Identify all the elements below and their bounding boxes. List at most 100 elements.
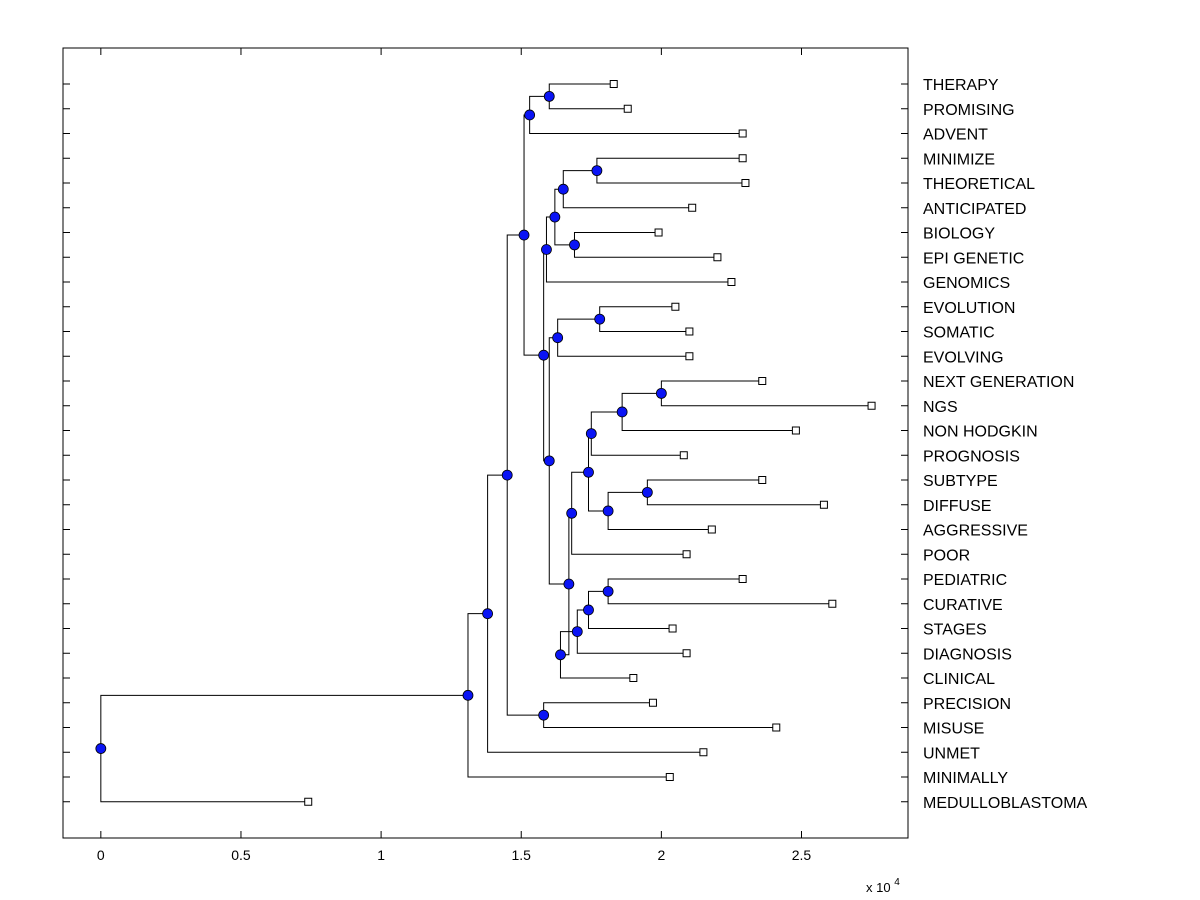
leaf-marker-subtype	[758, 476, 767, 484]
leaf-marker-misuse	[772, 723, 781, 732]
link-n-evolving-to-evolving	[557, 337, 690, 357]
link-n-anticipated-to-n-minimize-theoretical	[562, 170, 597, 190]
leaf-label-diagnosis: DIAGNOSIS	[923, 646, 1012, 663]
link-n-unmet-to-unmet	[487, 613, 704, 753]
link-n-prognosis-to-prognosis	[590, 433, 684, 456]
merge-node-n-advent	[524, 109, 536, 121]
leaf-marker-unmet	[699, 748, 708, 757]
leaf-marker-curative	[828, 599, 837, 608]
leaf-marker-evolving	[685, 352, 694, 361]
merge-node-n-subtype-diffuse	[641, 486, 653, 498]
merge-node-n-nextgen-ngs	[655, 387, 667, 399]
x-axis-multiplier-base: x 10	[866, 880, 891, 895]
link-n-poor-to-poor	[571, 513, 687, 555]
merge-node-n-minimally	[462, 689, 474, 701]
leaf-marker-ngs	[867, 401, 876, 410]
leaf-label-evolving: EVOLVING	[923, 349, 1004, 366]
leaf-marker-minimize	[738, 154, 747, 163]
leaf-marker-therapy	[609, 80, 618, 88]
leaf-marker-prognosis	[679, 451, 688, 460]
leaf-label-promising: PROMISING	[923, 102, 1015, 119]
y-axis-ticks	[63, 83, 908, 803]
merge-node-n-upper	[518, 229, 530, 241]
x-tick-label-5: 2.5	[792, 847, 812, 863]
link-n-root-to-medulloblastoma	[100, 748, 309, 803]
link-n-nonhodgkin-to-n-nextgen-ngs	[621, 392, 662, 412]
x-tick-label-3: 1.5	[511, 847, 531, 863]
leaf-label-unmet: UNMET	[923, 745, 980, 762]
x-axis-multiplier-exponent: 4	[894, 877, 900, 888]
merge-node-n-prognosis	[585, 428, 597, 439]
x-axis-ticks: 0 0.5 1 1.5 2 2.5	[97, 48, 812, 863]
leaf-marker-minimally	[665, 773, 674, 781]
link-n-evolving-clinical-to-n-clinical-group	[548, 460, 569, 585]
link-n-anticipated-to-anticipated	[562, 189, 693, 209]
merge-node-n-evolving	[552, 332, 564, 344]
leaf-marker-non-hodgkin	[791, 426, 800, 435]
link-n-upper-precision-to-n-upper	[506, 234, 525, 476]
leaf-label-minimize: MINIMIZE	[923, 151, 995, 168]
leaf-label-advent: ADVENT	[923, 127, 988, 144]
link-n-root-to-n-minimally	[100, 694, 468, 749]
merge-node-n-pediatric-curative	[602, 585, 614, 597]
leaf-label-therapy: THERAPY	[923, 77, 999, 94]
merge-nodes	[95, 90, 667, 754]
merge-node-n-evolution-somatic	[594, 313, 606, 325]
leaf-marker-promising	[623, 104, 632, 113]
merge-node-n-minimize-theoretical	[591, 165, 603, 177]
link-n-aggressive-to-n-subtype-diffuse	[607, 491, 648, 511]
link-n-stages-to-n-pediatric-curative	[587, 590, 609, 610]
merge-node-n-nonhodgkin	[616, 406, 628, 418]
x-axis-multiplier: x 10 4	[866, 877, 900, 895]
link-n-evolving-to-n-evolution-somatic	[557, 318, 600, 338]
link-n-nonhodgkin-to-non-hodgkin	[621, 411, 796, 431]
merge-node-n-evolving-clinical	[543, 455, 555, 467]
merge-node-n-clinical-group	[563, 578, 575, 590]
plot-area	[62, 47, 909, 839]
leaf-label-diffuse: DIFFUSE	[923, 498, 991, 515]
link-n-stages-to-stages	[587, 609, 673, 629]
merge-node-n-therapy-promising	[543, 90, 555, 102]
link-n-minimally-to-minimally	[467, 695, 670, 778]
leaf-label-somatic: SOMATIC	[923, 325, 995, 342]
leaf-marker-poor	[682, 550, 691, 559]
leaf-label-biology: BIOLOGY	[923, 226, 995, 243]
x-tick-label-2: 1	[377, 847, 385, 863]
link-n-advent-to-advent	[529, 114, 743, 134]
leaf-label-minimally: MINIMALLY	[923, 770, 1008, 787]
merge-node-n-aggressive	[602, 505, 614, 517]
merge-node-n-poor	[566, 507, 578, 519]
leaf-marker-clinical	[629, 674, 638, 682]
leaf-labels: THERAPY PROMISING ADVENT MINIMIZE THEORETICA…	[923, 77, 1088, 812]
link-n-minimally-to-n-unmet	[467, 613, 488, 696]
leaf-marker-theoretical	[741, 179, 750, 187]
link-n-genomics-to-genomics	[545, 249, 732, 283]
link-n-aggressive-to-aggressive	[607, 510, 712, 530]
leaf-marker-next-generation	[758, 377, 767, 385]
link-n-prognosis-to-n-nonhodgkin	[590, 411, 623, 434]
leaf-label-theoretical: THEORETICAL	[923, 176, 1035, 193]
link-n-bio-group-to-n-biology-epigenetic	[554, 217, 575, 246]
leaf-marker-pediatric	[738, 575, 747, 583]
link-n-advent-to-n-therapy-promising	[529, 95, 550, 115]
leaf-label-non-hodgkin: NON HODGKIN	[923, 424, 1038, 441]
merge-node-n-unmet	[482, 608, 494, 620]
link-n-upper-precision-to-n-precision-misuse	[506, 475, 544, 716]
merge-node-n-stages	[583, 604, 594, 616]
leaf-marker-advent	[738, 129, 747, 138]
leaf-label-aggressive: AGGRESSIVE	[923, 523, 1028, 540]
x-tick-label-1: 0.5	[231, 847, 251, 863]
leaf-marker-biology	[654, 228, 663, 237]
leaf-label-evolution: EVOLUTION	[923, 300, 1015, 317]
merge-node-n-bio-group	[549, 211, 561, 223]
leaf-marker-epi-genetic	[713, 253, 722, 262]
leaf-label-curative: CURATIVE	[923, 597, 1003, 614]
link-n-lymphoma-group-to-n-aggressive	[587, 472, 609, 512]
link-n-unmet-to-n-upper-precision	[487, 474, 508, 614]
leaf-markers	[304, 80, 876, 806]
leaf-label-pediatric: PEDIATRIC	[923, 572, 1007, 589]
leaf-label-anticipated: ANTICIPATED	[923, 201, 1026, 218]
leaf-label-next-generation: NEXT GENERATION	[923, 374, 1074, 391]
leaf-label-genomics: GENOMICS	[923, 275, 1010, 292]
